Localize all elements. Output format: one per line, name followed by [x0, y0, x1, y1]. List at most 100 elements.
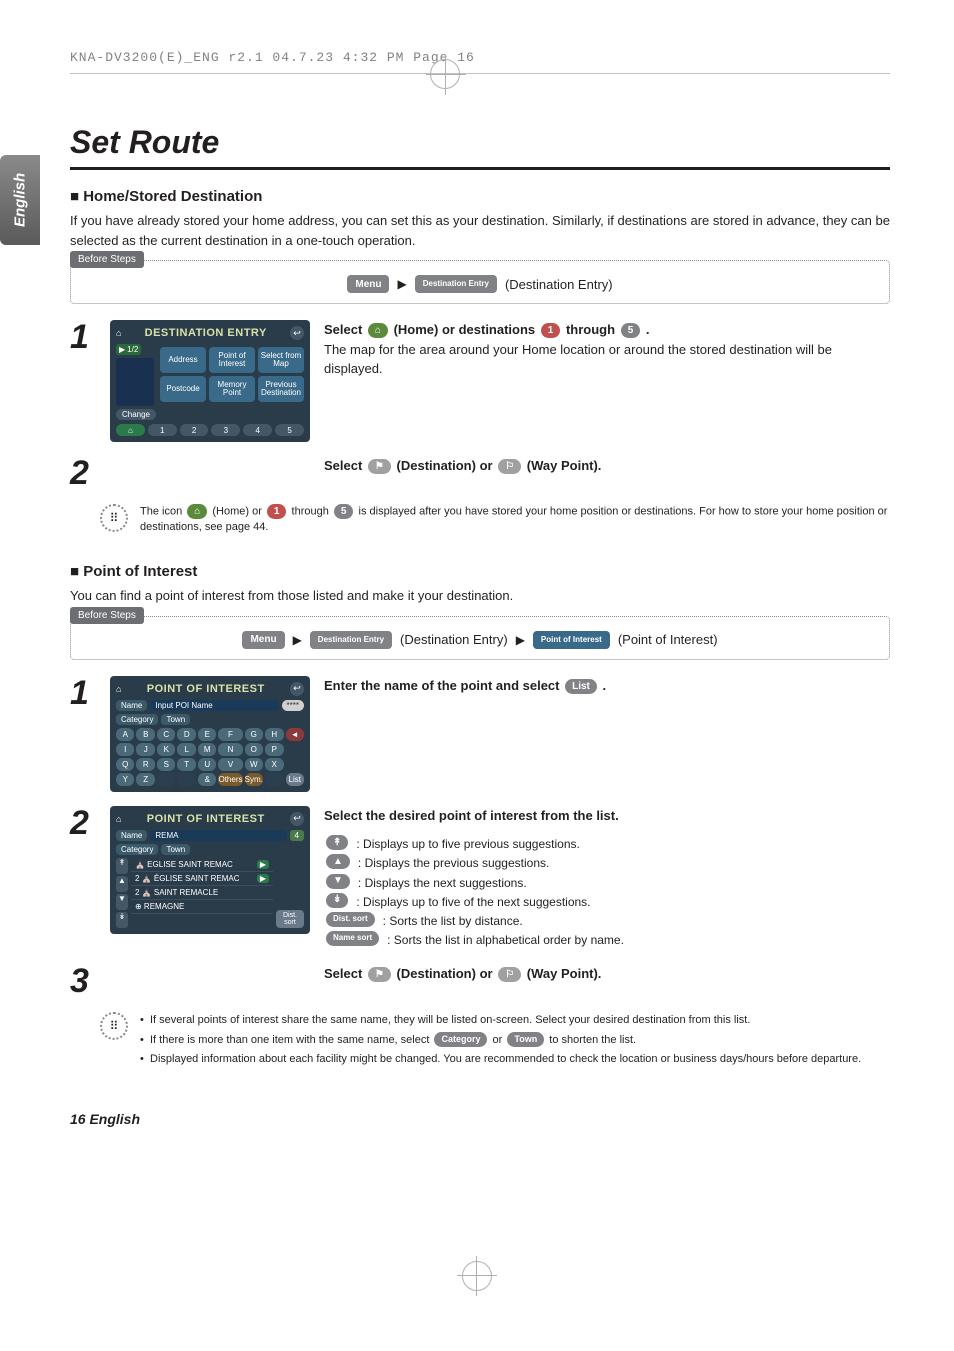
- scroll-up-icon[interactable]: ▲: [116, 876, 128, 892]
- input-field[interactable]: Input POI Name: [150, 700, 278, 711]
- key[interactable]: I: [116, 743, 134, 756]
- poi-step1-lead-end: .: [603, 678, 607, 693]
- key: [157, 773, 176, 786]
- waypoint-button[interactable]: ⚐: [498, 459, 521, 474]
- town-chip[interactable]: Town: [161, 844, 190, 855]
- page-footer: 16 English: [70, 1111, 890, 1127]
- scroll-down-icon[interactable]: ↡: [116, 912, 128, 928]
- home-icon-button[interactable]: ⌂: [368, 323, 388, 338]
- destination-button[interactable]: ⚑: [368, 459, 391, 474]
- de-cell[interactable]: Address: [160, 347, 206, 373]
- town-chip[interactable]: Town: [161, 714, 190, 725]
- poi-note-item: Displayed information about each facilit…: [140, 1051, 861, 1068]
- key[interactable]: Q: [116, 758, 134, 771]
- de-bottom-pill[interactable]: 3: [211, 424, 240, 436]
- de-cell[interactable]: Point of Interest: [209, 347, 255, 373]
- key[interactable]: H: [265, 728, 284, 741]
- others-key[interactable]: Others: [218, 773, 242, 786]
- de-bottom-pill[interactable]: 2: [180, 424, 209, 436]
- key[interactable]: C: [157, 728, 176, 741]
- key: [177, 773, 196, 786]
- de-cell[interactable]: Memory Point: [209, 376, 255, 402]
- key[interactable]: S: [157, 758, 176, 771]
- category-chip[interactable]: Category: [116, 844, 158, 855]
- change-button[interactable]: Change: [116, 409, 156, 420]
- de-bottom-pill[interactable]: 1: [148, 424, 177, 436]
- category-chip[interactable]: Category: [116, 714, 158, 725]
- key[interactable]: Z: [136, 773, 155, 786]
- key[interactable]: U: [198, 758, 217, 771]
- sym-key[interactable]: Sym.: [245, 773, 264, 786]
- key[interactable]: &: [198, 773, 217, 786]
- key[interactable]: X: [265, 758, 284, 771]
- de-bottom-pill[interactable]: 4: [243, 424, 272, 436]
- key[interactable]: J: [136, 743, 155, 756]
- scroll-down-icon[interactable]: ▼: [116, 894, 128, 910]
- home-step1-lead-mid: (Home) or destinations: [394, 322, 539, 337]
- key[interactable]: N: [218, 743, 242, 756]
- menu-button[interactable]: Menu: [242, 631, 284, 649]
- destination-entry-label: (Destination Entry): [505, 277, 613, 292]
- list-item[interactable]: 2 ⛪ ÉGLISE SAINT REMAC▶: [131, 872, 273, 886]
- key[interactable]: E: [198, 728, 217, 741]
- key[interactable]: K: [157, 743, 176, 756]
- dest5-button[interactable]: 5: [621, 323, 641, 338]
- list-item[interactable]: ⊕ REMAGNE: [131, 900, 273, 914]
- scroll-up-icon[interactable]: ↟: [116, 858, 128, 874]
- key[interactable]: L: [177, 743, 196, 756]
- key[interactable]: D: [177, 728, 196, 741]
- poi-before-steps: Before Steps Menu ▶ Destination Entry (D…: [70, 616, 890, 660]
- menu-button[interactable]: Menu: [347, 275, 389, 293]
- scroll-down-button[interactable]: ▼: [326, 874, 350, 889]
- dist-sort-button[interactable]: Dist. sort: [326, 912, 375, 927]
- registration-mark-icon: [430, 59, 460, 89]
- waypoint-button[interactable]: ⚐: [498, 967, 521, 982]
- de-bottom-pill[interactable]: 5: [275, 424, 304, 436]
- de-bottom-pill[interactable]: ⌂: [116, 424, 145, 436]
- key[interactable]: P: [265, 743, 284, 756]
- key[interactable]: V: [218, 758, 242, 771]
- key[interactable]: G: [245, 728, 264, 741]
- list-item[interactable]: ⛪ EGLISE SAINT REMAC▶: [131, 858, 273, 872]
- print-header: KNA-DV3200(E)_ENG r2.1 04.7.23 4:32 PM P…: [70, 50, 890, 65]
- key[interactable]: W: [245, 758, 264, 771]
- destination-button[interactable]: ⚑: [368, 967, 391, 982]
- de-cell[interactable]: Postcode: [160, 376, 206, 402]
- scroll-down5-button[interactable]: ↡: [326, 893, 348, 908]
- name-sort-button[interactable]: Name sort: [326, 931, 379, 946]
- key[interactable]: A: [116, 728, 134, 741]
- stars-chip: ****: [282, 700, 304, 711]
- town-button[interactable]: Town: [507, 1032, 544, 1047]
- list-item[interactable]: 2 ⛪ SAINT REMACLE: [131, 886, 273, 900]
- key[interactable]: M: [198, 743, 217, 756]
- home-note: The icon ⌂ (Home) or 1 through 5 is disp…: [140, 504, 890, 535]
- list-button[interactable]: List: [565, 679, 597, 694]
- key[interactable]: O: [245, 743, 264, 756]
- dest1-button[interactable]: 1: [541, 323, 561, 338]
- page-title: Set Route: [70, 124, 890, 161]
- poi-button[interactable]: Point of Interest: [533, 631, 610, 649]
- home-step1-lead-mid2: through: [566, 322, 619, 337]
- poi-step2-lead: Select the desired point of interest fro…: [324, 806, 890, 826]
- key: [265, 773, 284, 786]
- bullet-text: : Displays the previous suggestions.: [358, 854, 549, 873]
- count-chip: 4: [290, 830, 304, 841]
- key[interactable]: R: [136, 758, 155, 771]
- list-key[interactable]: List: [286, 773, 305, 786]
- key[interactable]: T: [177, 758, 196, 771]
- de-cell[interactable]: Previous Destination: [258, 376, 304, 402]
- poi-step3-number: 3: [70, 964, 96, 998]
- destination-entry-button[interactable]: Destination Entry: [310, 631, 392, 649]
- backspace-key[interactable]: ◄: [286, 728, 305, 741]
- dist-sort-button[interactable]: Dist. sort: [276, 910, 304, 928]
- de-cell[interactable]: Select from Map: [258, 347, 304, 373]
- destination-entry-button[interactable]: Destination Entry: [415, 275, 497, 293]
- key[interactable]: F: [218, 728, 242, 741]
- dest1-button: 1: [267, 504, 287, 519]
- category-button[interactable]: Category: [434, 1032, 487, 1047]
- scroll-up-button[interactable]: ▲: [326, 854, 350, 869]
- key[interactable]: Y: [116, 773, 134, 786]
- scroll-up5-button[interactable]: ↟: [326, 835, 348, 850]
- poi-step2-number: 2: [70, 806, 96, 951]
- key[interactable]: B: [136, 728, 155, 741]
